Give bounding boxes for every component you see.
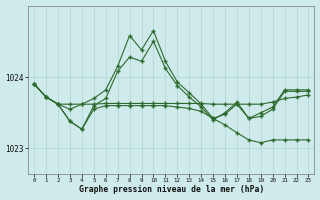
X-axis label: Graphe pression niveau de la mer (hPa): Graphe pression niveau de la mer (hPa) <box>79 185 264 194</box>
